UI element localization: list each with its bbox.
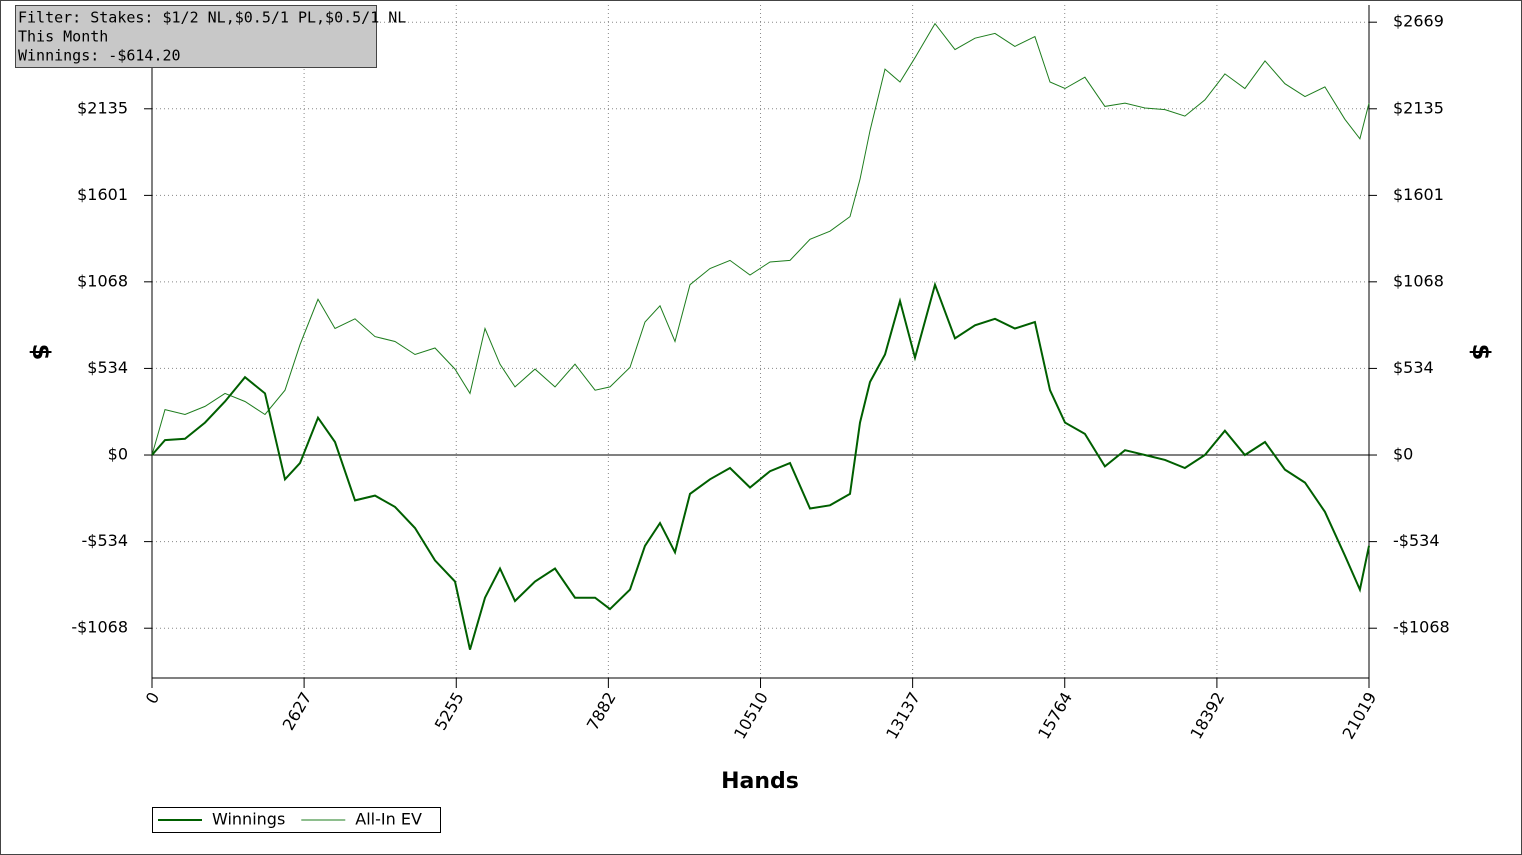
filter-line: Filter: Stakes: $1/2 NL,$0.5/1 PL,$0.5/1…	[18, 9, 406, 27]
filter-line: Winnings: -$614.20	[18, 47, 181, 65]
y-tick-label: $0	[108, 445, 128, 464]
y2-tick-label: $1601	[1393, 185, 1444, 204]
y-axis-label: $	[27, 344, 55, 361]
x-axis-label: Hands	[721, 769, 799, 794]
y2-tick-label: $534	[1393, 358, 1434, 377]
y-tick-label: $2135	[77, 98, 128, 117]
y2-tick-label: $1068	[1393, 271, 1444, 290]
series-line	[151, 281, 1370, 650]
y2-tick-label: -$1068	[1393, 618, 1450, 637]
y2-tick-label: -$534	[1393, 531, 1440, 550]
y-tick-label: $534	[87, 358, 128, 377]
y2-tick-label: $2669	[1393, 12, 1444, 31]
y-tick-label: -$534	[82, 531, 129, 550]
filter-box	[15, 5, 377, 68]
y-tick-label: $1068	[77, 271, 128, 290]
y-tick-label: $1601	[77, 185, 128, 204]
y2-axis-label: $	[1467, 344, 1495, 361]
legend-label: Winnings	[212, 810, 285, 829]
filter-line: This Month	[18, 28, 108, 46]
legend-label: All-In EV	[355, 810, 422, 829]
series-line	[151, 22, 1370, 456]
y-tick-label: -$1068	[71, 618, 128, 637]
y2-tick-label: $0	[1393, 445, 1413, 464]
y2-tick-label: $2135	[1393, 98, 1444, 117]
